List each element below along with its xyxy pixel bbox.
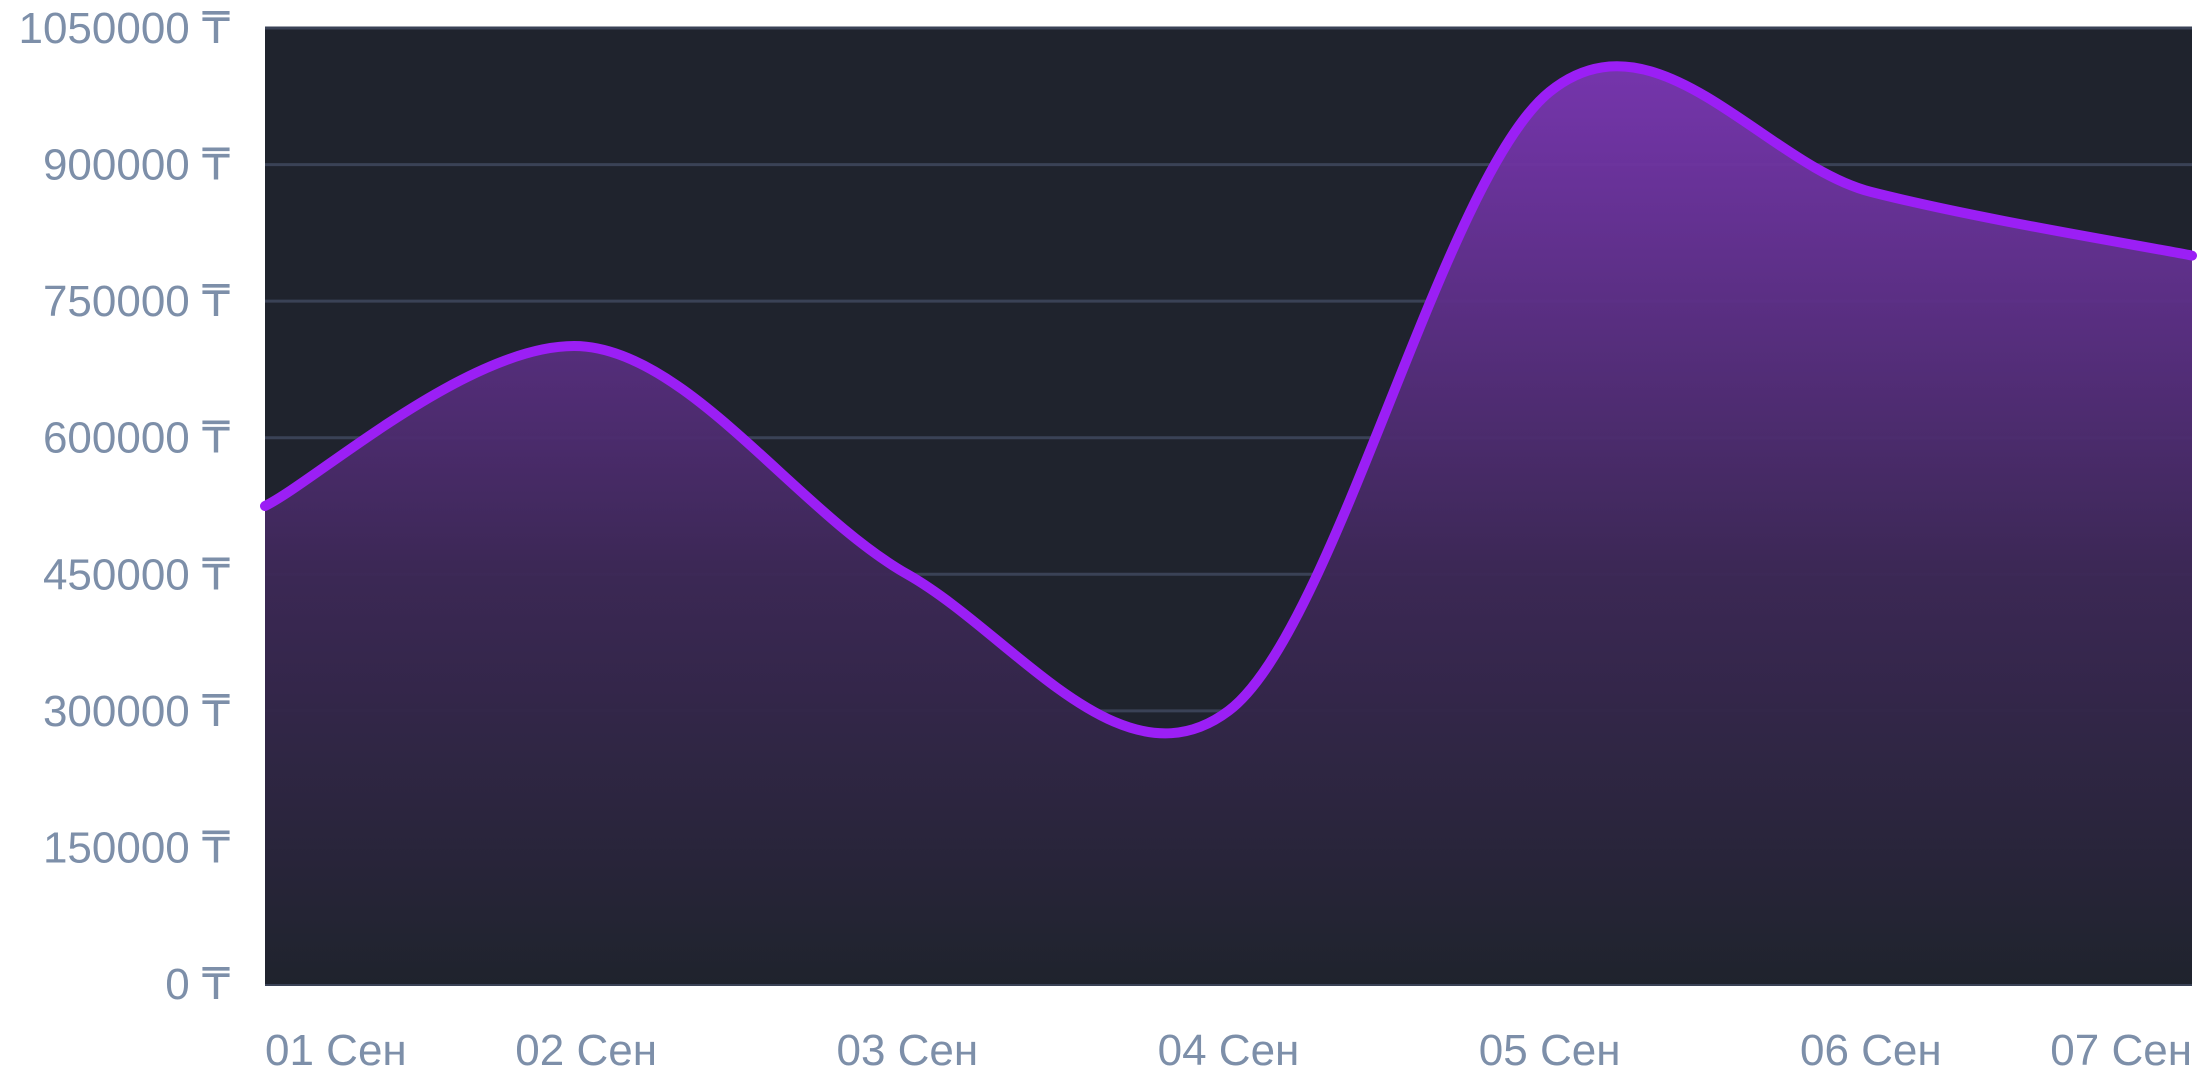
x-tick-label: 01 Сен [265,1026,407,1075]
x-tick-label: 03 Сен [836,1026,978,1075]
x-tick-label: 07 Сен [2050,1026,2192,1075]
y-tick-label: 450000 ₸ [43,550,230,599]
x-tick-label: 04 Сен [1158,1026,1300,1075]
series-area [265,66,2192,985]
y-tick-label: 0 ₸ [165,960,230,1009]
y-tick-label: 1050000 ₸ [18,4,230,53]
y-tick-label: 750000 ₸ [43,277,230,326]
x-tick-label: 06 Сен [1800,1026,1942,1075]
y-axis: 1050000 ₸ 900000 ₸ 750000 ₸ 600000 ₸ 450… [18,4,230,1009]
x-axis: 01 Сен 02 Сен 03 Сен 04 Сен 05 Сен 06 Се… [265,1026,2192,1075]
y-tick-label: 150000 ₸ [43,823,230,872]
x-tick-label: 02 Сен [515,1026,657,1075]
series-line [260,61,2197,739]
y-tick-label: 600000 ₸ [43,414,230,463]
y-tick-label: 900000 ₸ [43,141,230,190]
x-tick-label: 05 Сен [1479,1026,1621,1075]
y-tick-label: 300000 ₸ [43,687,230,736]
